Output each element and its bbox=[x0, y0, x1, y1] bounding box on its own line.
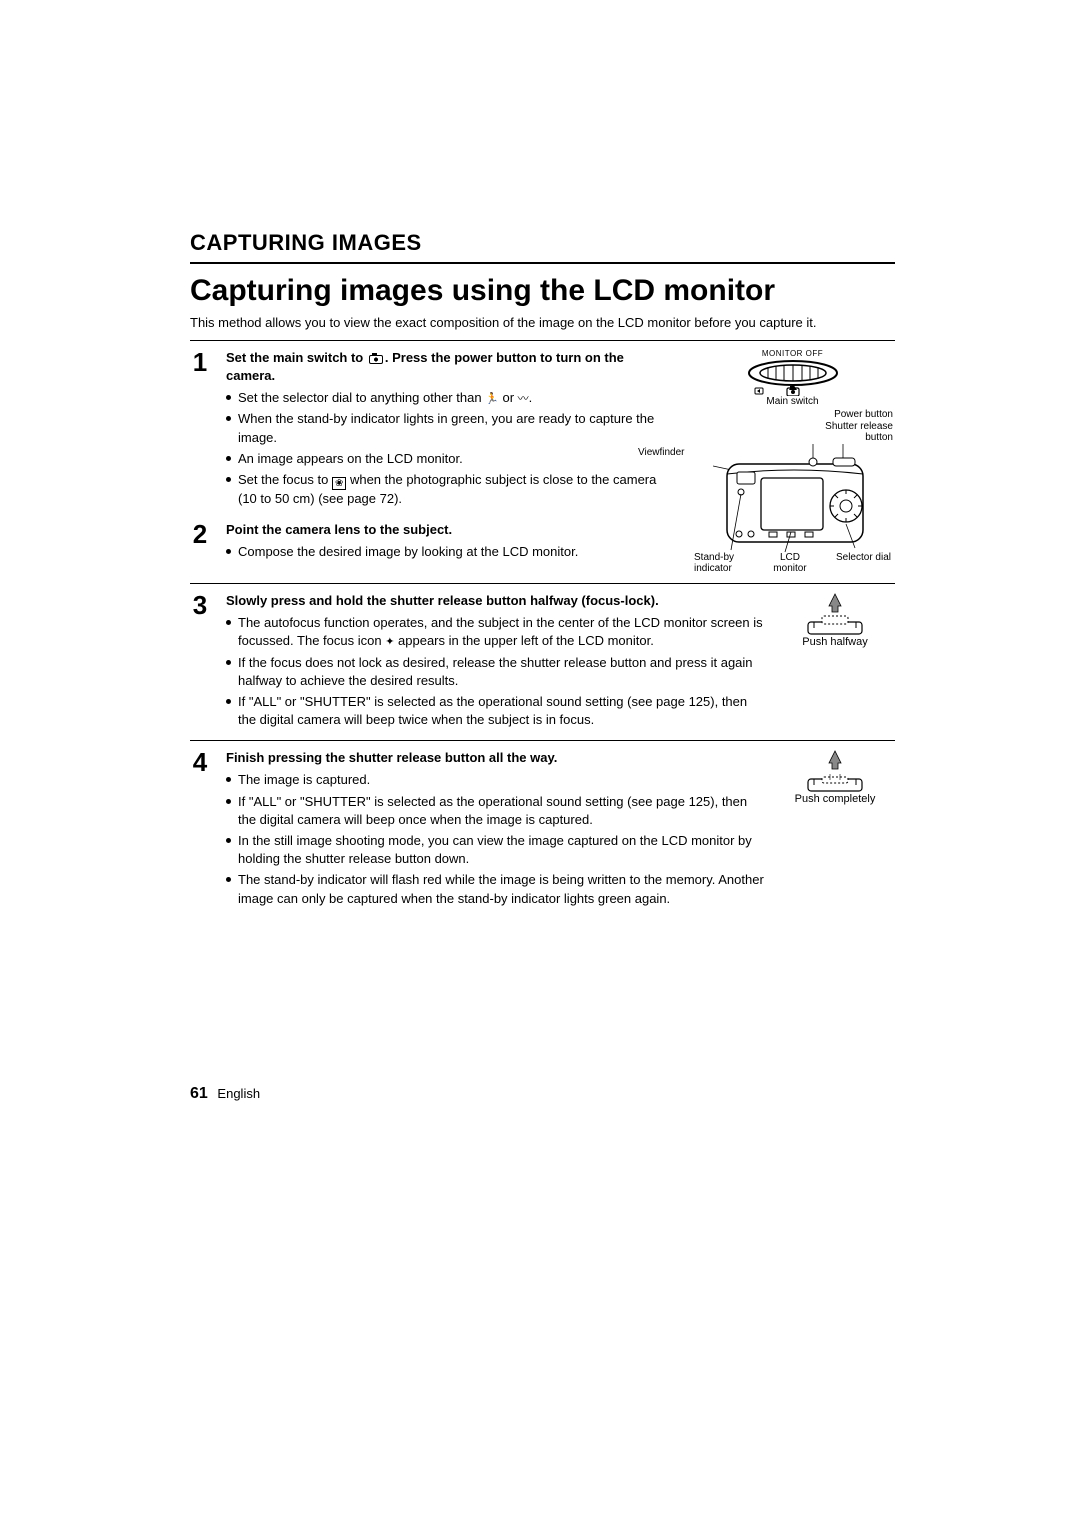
step-number: 4 bbox=[190, 749, 210, 775]
power-button-label: Power button bbox=[834, 409, 893, 420]
step-4-heading: Finish pressing the shutter release butt… bbox=[226, 749, 765, 767]
push-halfway-figure: Push halfway bbox=[775, 592, 895, 733]
divider bbox=[190, 340, 895, 341]
section-header: CAPTURING IMAGES bbox=[190, 230, 895, 256]
movie-icon: 〰 bbox=[518, 393, 529, 405]
page-number: 61 bbox=[190, 1085, 208, 1102]
page-footer: 61 English bbox=[190, 1085, 260, 1103]
step-number: 1 bbox=[190, 349, 210, 512]
push-completely-label: Push completely bbox=[775, 793, 895, 805]
lcd-label: LCD monitor bbox=[767, 552, 812, 575]
step-3-bullet: If the focus does not lock as desired, r… bbox=[226, 654, 765, 690]
selector-label: Selector dial bbox=[836, 552, 891, 575]
divider bbox=[190, 262, 895, 264]
camera-figure: Power button Shutter release button View… bbox=[690, 409, 895, 575]
divider bbox=[190, 583, 895, 584]
push-completely-figure: Push completely bbox=[775, 749, 895, 911]
step-2-bullet: Compose the desired image by looking at … bbox=[226, 543, 674, 561]
main-switch-figure: MONITOR OFF bbox=[690, 349, 895, 408]
step-1-bullet: Set the selector dial to anything other … bbox=[226, 389, 674, 407]
step-3-bullet: The autofocus function operates, and the… bbox=[226, 614, 765, 651]
viewfinder-label: Viewfinder bbox=[638, 447, 685, 459]
step-1-bullet: Set the focus to ❀ when the photographic… bbox=[226, 471, 674, 508]
divider bbox=[190, 740, 895, 741]
step-2-heading: Point the camera lens to the subject. bbox=[226, 521, 674, 539]
step-1-bullet: An image appears on the LCD monitor. bbox=[226, 450, 674, 468]
main-switch-label: Main switch bbox=[690, 396, 895, 408]
step-1-heading: Set the main switch to . Press the power… bbox=[226, 349, 674, 385]
standby-label: Stand-by indicator bbox=[694, 552, 744, 575]
step-4-bullet: The stand-by indicator will flash red wh… bbox=[226, 871, 765, 907]
macro-icon: ❀ bbox=[332, 477, 346, 490]
step-3-heading: Slowly press and hold the shutter releas… bbox=[226, 592, 765, 610]
step-3-bullet: If "ALL" or "SHUTTER" is selected as the… bbox=[226, 693, 765, 729]
camera-mode-icon bbox=[369, 353, 383, 364]
step-4-bullet: The image is captured. bbox=[226, 771, 765, 789]
language-label: English bbox=[217, 1086, 260, 1101]
shutter-release-label: Shutter release button bbox=[803, 421, 893, 444]
page-title: Capturing images using the LCD monitor bbox=[190, 274, 895, 308]
intro-text: This method allows you to view the exact… bbox=[190, 314, 895, 332]
step-1-bullet: When the stand-by indicator lights in gr… bbox=[226, 410, 674, 446]
runner-icon: 🏃 bbox=[485, 393, 499, 405]
step-number: 2 bbox=[190, 521, 210, 564]
step-4-bullet: In the still image shooting mode, you ca… bbox=[226, 832, 765, 868]
push-halfway-label: Push halfway bbox=[775, 636, 895, 648]
step-number: 3 bbox=[190, 592, 210, 618]
step-4-bullet: If "ALL" or "SHUTTER" is selected as the… bbox=[226, 793, 765, 829]
